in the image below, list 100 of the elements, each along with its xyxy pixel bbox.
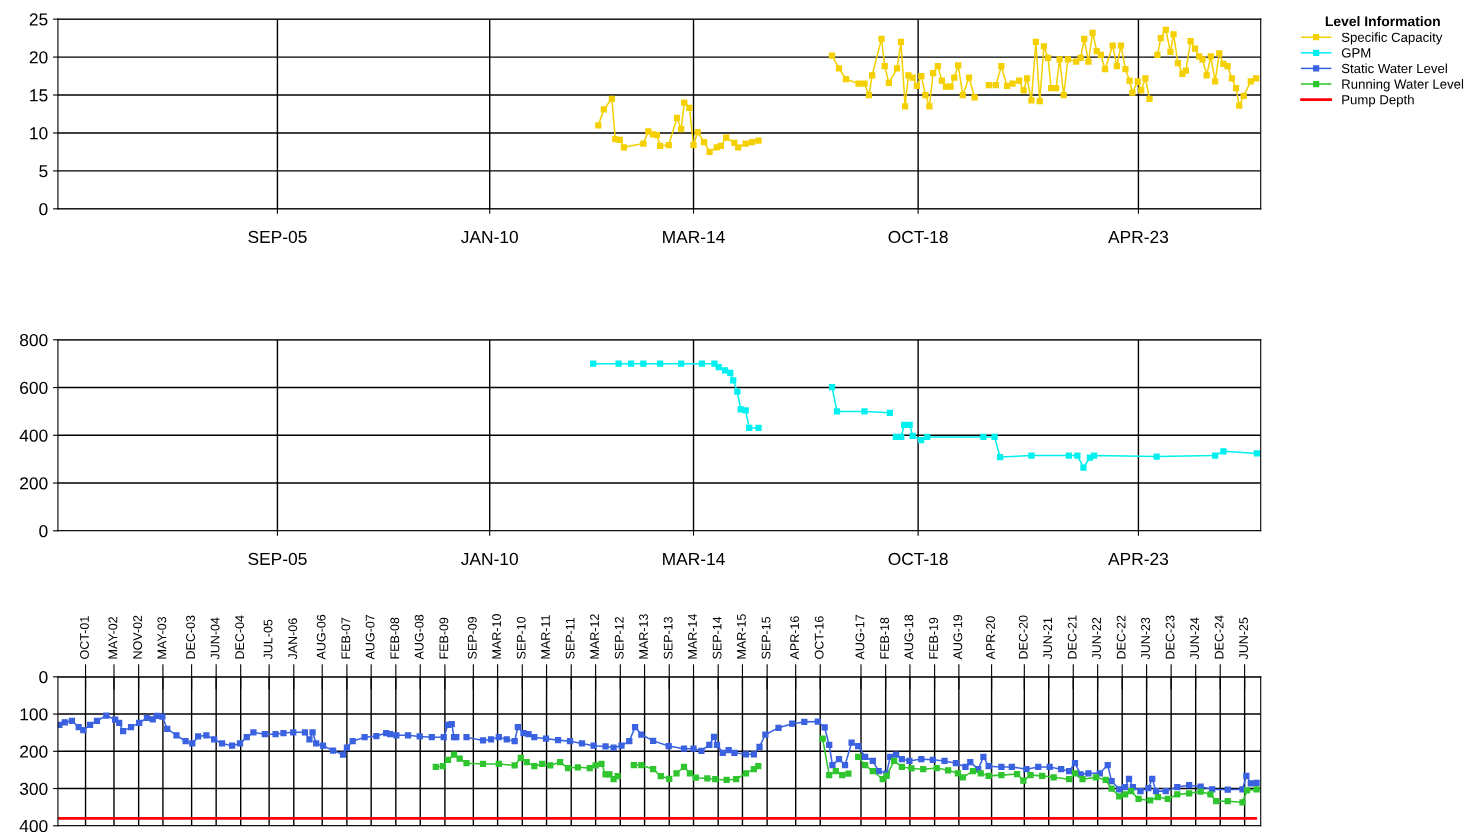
point bbox=[1153, 453, 1160, 460]
point bbox=[656, 360, 664, 367]
x-tick-label: FEB-18 bbox=[880, 617, 890, 659]
x-tick-label: MAR-14 bbox=[688, 613, 697, 659]
point bbox=[727, 369, 734, 377]
y-tick-label: 5 bbox=[39, 165, 48, 178]
point bbox=[615, 360, 622, 367]
point bbox=[828, 383, 836, 391]
legend-label: Pump Depth bbox=[1342, 94, 1414, 107]
x-tick-label: MAR-15 bbox=[737, 614, 746, 659]
x-tick-label: DEC-21 bbox=[1067, 615, 1077, 659]
y-tick-label: 300 bbox=[19, 782, 48, 795]
x-tick-label: MAR-11 bbox=[541, 615, 550, 659]
legend-title: Level Information bbox=[1325, 16, 1440, 27]
point bbox=[742, 407, 749, 414]
legend-label: Specific Capacity bbox=[1341, 32, 1443, 45]
point bbox=[1220, 448, 1227, 455]
x-tick-label: AUG-08 bbox=[414, 614, 424, 660]
x-tick-label: SEP-14 bbox=[712, 616, 722, 659]
y-tick-label: 0 bbox=[39, 671, 48, 684]
x-tick-label: SEP-05 bbox=[248, 230, 307, 244]
y-tick-label: 200 bbox=[20, 745, 48, 758]
point bbox=[698, 360, 706, 367]
x-tick-label: APR-23 bbox=[1108, 230, 1169, 244]
point bbox=[861, 408, 868, 415]
x-tick-label: DEC-22 bbox=[1116, 615, 1126, 659]
point bbox=[917, 436, 925, 444]
x-tick-label: AUG-17 bbox=[855, 614, 865, 660]
x-tick-label: FEB-19 bbox=[929, 617, 938, 659]
point bbox=[678, 360, 685, 367]
x-tick-label: FEB-09 bbox=[439, 617, 449, 659]
x-tick-label: JUN-25 bbox=[1239, 617, 1248, 660]
y-tick-label: 0 bbox=[39, 524, 48, 538]
point bbox=[980, 433, 987, 441]
x-tick-label: APR-23 bbox=[1108, 552, 1169, 566]
x-tick-label: SEP-10 bbox=[516, 616, 526, 659]
x-tick-label: SEP-12 bbox=[614, 617, 624, 659]
y-tick-label: 800 bbox=[20, 333, 48, 347]
x-tick-label: DEC-24 bbox=[1214, 615, 1224, 659]
x-tick-label: JAN-10 bbox=[461, 552, 518, 566]
x-tick-label: AUG-19 bbox=[953, 614, 963, 660]
point bbox=[886, 409, 893, 416]
y-tick-label: 100 bbox=[20, 708, 48, 721]
point bbox=[901, 421, 908, 428]
point bbox=[909, 432, 916, 439]
point bbox=[991, 433, 998, 441]
x-tick-label: JUN-22 bbox=[1092, 617, 1102, 660]
x-tick-label: JUL-05 bbox=[263, 619, 273, 660]
x-tick-label: NOV-02 bbox=[133, 615, 143, 659]
point bbox=[906, 421, 913, 428]
point bbox=[590, 360, 597, 367]
y-tick-label: 25 bbox=[29, 13, 48, 26]
legend-label: Static Water Level bbox=[1341, 63, 1447, 74]
point bbox=[730, 377, 737, 384]
point bbox=[1090, 452, 1098, 459]
x-tick-label: MAY-02 bbox=[108, 617, 118, 659]
point bbox=[1080, 464, 1087, 471]
point bbox=[734, 388, 741, 395]
x-tick-label: APR-20 bbox=[986, 616, 995, 660]
point bbox=[898, 433, 905, 441]
x-tick-label: MAR-14 bbox=[663, 552, 725, 565]
y-tick-label: 400 bbox=[19, 429, 48, 442]
point bbox=[1074, 452, 1081, 459]
x-tick-label: DEC-20 bbox=[1018, 615, 1028, 659]
x-tick-label: FEB-07 bbox=[341, 617, 351, 659]
x-tick-label: DEC-03 bbox=[186, 615, 195, 659]
x-tick-label: OCT-18 bbox=[888, 552, 948, 566]
x-tick-label: MAY-03 bbox=[157, 616, 167, 659]
legend-label: Running Water Level bbox=[1342, 79, 1464, 92]
point bbox=[627, 360, 635, 367]
y-tick-label: 600 bbox=[20, 381, 48, 395]
x-tick-label: MAR-13 bbox=[639, 614, 648, 659]
y-tick-label: 15 bbox=[30, 89, 48, 102]
point bbox=[924, 433, 931, 441]
x-tick-label: SEP-05 bbox=[248, 552, 307, 566]
x-tick-label: SEP-15 bbox=[761, 616, 771, 659]
x-tick-label: APR-16 bbox=[790, 616, 800, 660]
x-tick-label: AUG-07 bbox=[365, 614, 375, 660]
legend-label: GPM bbox=[1341, 48, 1371, 58]
point bbox=[1065, 452, 1072, 459]
point bbox=[996, 453, 1004, 461]
y-tick-label: 400 bbox=[19, 819, 48, 832]
point bbox=[746, 424, 753, 432]
y-tick-label: 10 bbox=[30, 127, 48, 140]
x-tick-label: SEP-11 bbox=[565, 617, 575, 659]
point bbox=[1211, 452, 1219, 459]
x-tick-label: DEC-04 bbox=[235, 615, 245, 659]
x-tick-label: MAR-12 bbox=[590, 614, 599, 659]
point bbox=[1028, 452, 1035, 459]
point bbox=[755, 424, 762, 432]
y-tick-label: 200 bbox=[20, 477, 48, 490]
x-tick-label: SEP-13 bbox=[663, 616, 673, 659]
x-tick-label: AUG-06 bbox=[316, 614, 326, 660]
x-tick-label: DEC-23 bbox=[1165, 615, 1175, 659]
x-tick-label: JAN-06 bbox=[288, 618, 298, 660]
point bbox=[711, 360, 718, 367]
x-tick-label: AUG-18 bbox=[904, 614, 914, 660]
x-tick-label: FEB-08 bbox=[390, 617, 400, 659]
x-tick-label: JAN-10 bbox=[461, 230, 518, 244]
point bbox=[715, 364, 722, 371]
